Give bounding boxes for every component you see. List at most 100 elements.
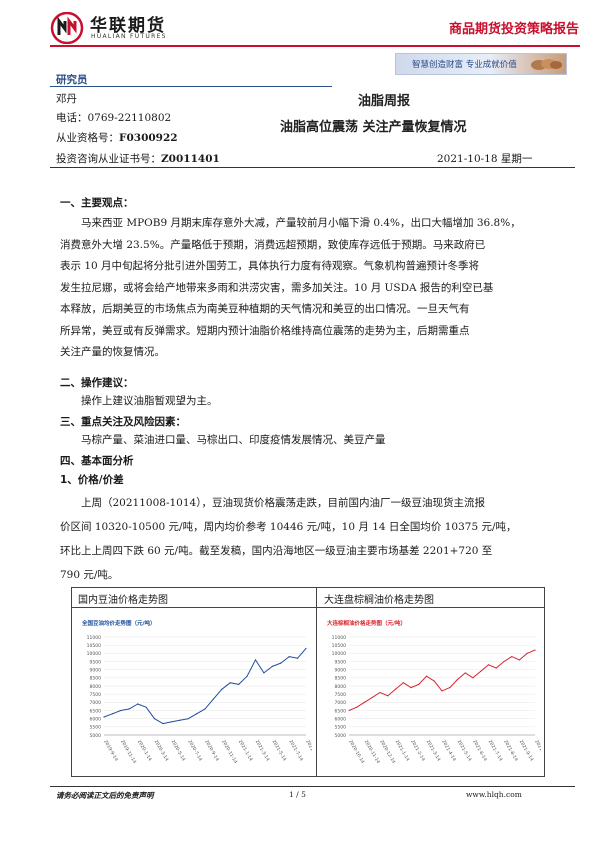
x-tick-label: 2019-11-14	[119, 739, 137, 765]
y-tick-label: 9000	[335, 667, 347, 673]
x-tick-label: 2021-5-14	[271, 739, 288, 762]
x-tick-label: 2020-9-14	[203, 739, 220, 762]
y-tick-label: 9500	[90, 659, 102, 665]
palm-oil-chart-svg: 大连棕榈油价格走势图（元/吨） 5000 5500 6000 6500 7000 7500 8…	[327, 619, 541, 765]
data-point	[379, 691, 381, 694]
data-point	[472, 677, 474, 679]
x-tick-label: 2021-9-14	[518, 739, 535, 762]
chart-title: 全国豆油均价走势图（元/吨）	[81, 619, 156, 627]
data-point	[503, 660, 505, 663]
main-views-line: 关注产量的恢复情况。	[60, 346, 165, 358]
x-tick-label: 2020-3-14	[153, 739, 170, 762]
chart-title-bar	[72, 588, 544, 608]
palm-oil-chart: 大连棕榈油价格走势图（元/吨） 5000 5500 6000 6500 7000 7500 8…	[323, 615, 541, 771]
main-views-line: 马来西亚 MPOB9 月期末库存意外大减，产量较前月小幅下滑 0.4%，出口大幅…	[81, 217, 521, 229]
qualification-label: 从业资格号：	[56, 132, 119, 144]
report-type-title: 商品期货投资策略报告	[448, 22, 579, 37]
y-tick-label: 8000	[335, 684, 347, 690]
y-tick-label: 10000	[87, 651, 101, 657]
data-point	[204, 708, 206, 710]
researcher-name: 邓丹	[56, 93, 77, 105]
data-point	[263, 672, 265, 674]
x-tick-label: 2021-2-14	[409, 739, 426, 762]
footer-divider	[50, 786, 575, 787]
coins-icon	[531, 59, 562, 70]
data-point	[425, 675, 428, 677]
y-tick-label: 7000	[335, 700, 347, 706]
section-fundamental-title: 四、基本面分析	[60, 455, 134, 467]
x-tick-label: 2020-11-14	[363, 739, 381, 765]
brand-name: 华联期货	[90, 16, 166, 36]
consult-cert-label: 投资咨询从业证书号：	[56, 153, 161, 165]
data-point	[410, 687, 412, 689]
researcher-label: 研究员	[56, 74, 88, 86]
footer-website: www.hlqh.com	[466, 790, 522, 799]
x-tick-label: 2021-1-14	[237, 739, 254, 762]
y-tick-label: 5500	[335, 725, 347, 731]
data-point	[246, 675, 248, 677]
y-tick-label: 10500	[332, 643, 346, 649]
data-point	[153, 718, 156, 720]
main-views-paragraph: 马来西亚 MPOB9 月期末库存意外大减，产量较前月小幅下滑 0.4%，出口大幅…	[60, 213, 540, 364]
data-point	[111, 713, 114, 715]
soybean-oil-chart: 全国豆油均价走势图（元/吨） 5000 5500 6000 6500 7000 7500 80…	[78, 615, 312, 771]
data-point	[394, 688, 397, 690]
data-point	[103, 716, 105, 718]
data-point	[526, 652, 528, 654]
report-date: 2021-10-18 星期一	[437, 153, 533, 165]
data-point	[456, 678, 459, 681]
data-point	[137, 703, 139, 705]
y-tick-label: 11000	[87, 635, 101, 641]
price-line: 上周（20211008-1014），豆油现货价格震荡走跌，目前国内油厂一级豆油现…	[81, 497, 485, 509]
data-point	[487, 664, 490, 666]
data-point	[449, 687, 451, 689]
data-point	[356, 706, 358, 708]
left-chart-caption: 国内豆油价格走势图	[78, 595, 168, 606]
footer-disclaimer: 请务必阅读正文后的免责声明	[56, 791, 154, 800]
main-views-line: 所异常，美豆或有反弹需求。短期内预计油脂价格维持高位震荡的走势为主，后期需重点	[60, 324, 470, 337]
x-tick-label: 2020-10-14	[347, 739, 365, 765]
x-tick-label: 2021-4-14	[440, 739, 457, 762]
data-point	[120, 709, 122, 712]
page-number: 1 / 5	[289, 790, 306, 799]
brand-name-en: HUALIAN FUTURES	[91, 33, 167, 40]
data-point	[511, 656, 513, 658]
report-headline: 油脂高位震荡 关注产量恢复情况	[280, 120, 467, 135]
y-tick-label: 8000	[90, 684, 102, 690]
y-tick-label: 9000	[90, 667, 102, 673]
hualian-logo-icon	[50, 12, 84, 44]
x-tick-label: 2021-10-14	[533, 739, 541, 765]
x-tick-label: 2021-7-14	[487, 739, 504, 762]
x-tick-label: 2020-11-14	[220, 739, 238, 765]
data-point	[348, 709, 350, 712]
data-point	[195, 713, 198, 715]
y-tick-label: 5000	[90, 733, 102, 739]
x-tick-label: 2020-12-14	[378, 739, 396, 765]
data-point	[145, 706, 147, 708]
price-line: 790 元/吨。	[60, 569, 119, 581]
data-point	[254, 659, 257, 661]
y-tick-label: 5500	[90, 725, 102, 731]
charts-panel: 国内豆油价格走势图 大连盘棕榈油价格走势图 全国豆油均价走势图（元/吨） 5000…	[71, 587, 545, 777]
data-point	[296, 657, 299, 659]
x-tick-label: 2020-1-14	[136, 739, 153, 762]
price-line: 环比上上周四下跌 60 元/吨。截至发稿，国内沿海地区一级豆油主要市场基差 22…	[60, 545, 493, 557]
y-tick-label: 8500	[335, 676, 347, 682]
x-tick-label: 2021-6-14	[471, 739, 488, 762]
x-tick-label: 2021-3-14	[425, 739, 442, 762]
y-tick-label: 6000	[90, 716, 102, 722]
y-tick-label: 8500	[90, 676, 102, 682]
consult-cert-line: 投资咨询从业证书号：Z0011401	[56, 151, 220, 166]
y-tick-label: 5000	[335, 733, 347, 739]
x-tick-label: 2021-3-14	[254, 739, 271, 762]
y-tick-label: 7500	[335, 692, 347, 698]
slogan-text: 智慧创造财富 专业成就价值	[412, 60, 517, 70]
x-tick-label: 2019-9-14	[102, 739, 119, 762]
data-point	[402, 682, 404, 684]
main-views-line: 发生拉尼娜，或将会给产地带来多雨和洪涝灾害，需多加关注。10 月 USDA 报告…	[60, 281, 494, 294]
slogan-banner: 智慧创造财富 专业成就价值	[395, 53, 567, 75]
x-tick-label: 2020-5-14	[170, 739, 187, 762]
consult-cert-value: Z0011401	[161, 153, 220, 165]
x-tick-label: 2020-7-14	[186, 739, 203, 762]
phone-line: 电话：0769-22110802	[56, 110, 171, 125]
